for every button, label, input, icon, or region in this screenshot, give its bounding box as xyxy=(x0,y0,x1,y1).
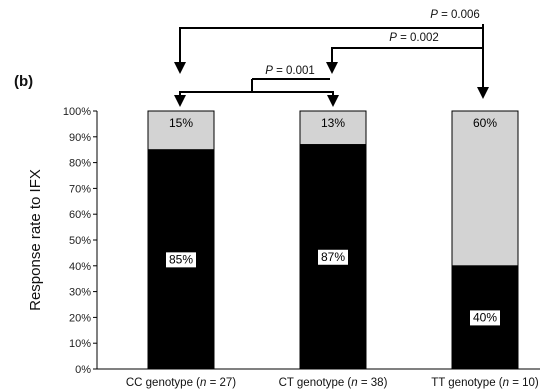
bar-nonresponse-segment xyxy=(299,110,367,146)
y-tick-label: 40% xyxy=(69,261,91,273)
y-tick-label: 70% xyxy=(69,183,91,195)
panel-label: (b) xyxy=(14,73,33,90)
bracket-cc-ct-left xyxy=(174,79,253,107)
bar-nonresponse-segment xyxy=(147,110,215,151)
p-value-cc-ct: P = 0.001 xyxy=(265,65,315,77)
data-label-background xyxy=(470,310,500,326)
y-tick-label: 90% xyxy=(69,132,91,144)
data-label-background xyxy=(318,249,348,265)
bar-data-label: 15% xyxy=(169,116,193,130)
bar-data-label: 87% xyxy=(321,250,345,264)
y-tick-label: 0% xyxy=(75,364,91,376)
x-category-label: CT genotype (n = 38) xyxy=(279,377,388,389)
x-category-label: TT genotype (n = 10) xyxy=(431,377,539,389)
p-value-cc-tt: P = 0.006 xyxy=(430,9,480,21)
y-tick-label: 80% xyxy=(69,158,91,170)
bar-data-label: 13% xyxy=(321,116,345,130)
y-tick-label: 20% xyxy=(69,312,91,324)
significance-brackets: P = 0.006 P = 0.002 P = 0.001 xyxy=(174,9,489,107)
y-tick-label: 10% xyxy=(69,338,91,350)
bracket-cc-ct-right xyxy=(252,91,339,107)
y-tick-label: 50% xyxy=(69,235,91,247)
y-tick-label: 60% xyxy=(69,209,91,221)
bars: 85% 15% 87% 13% 40% 60% xyxy=(147,110,519,370)
bar-nonresponse-segment xyxy=(451,110,519,267)
p-value-ct-tt: P = 0.002 xyxy=(389,32,439,44)
data-label-background xyxy=(166,252,196,268)
axes: 0% 10% 20% 30% 40% 50% 60% 70% 80% 90% 100% CC geno… xyxy=(63,106,540,389)
bar-data-label: 40% xyxy=(473,310,497,324)
bar-data-label: 60% xyxy=(473,116,497,130)
bar-data-label: 85% xyxy=(169,252,193,266)
y-tick-label: 30% xyxy=(69,287,91,299)
x-category-label: CC genotype (n = 27) xyxy=(126,377,236,389)
y-tick-label: 100% xyxy=(63,106,91,118)
y-axis-label: Response rate to IFX xyxy=(27,169,44,311)
bracket-ct-tt xyxy=(326,47,483,74)
